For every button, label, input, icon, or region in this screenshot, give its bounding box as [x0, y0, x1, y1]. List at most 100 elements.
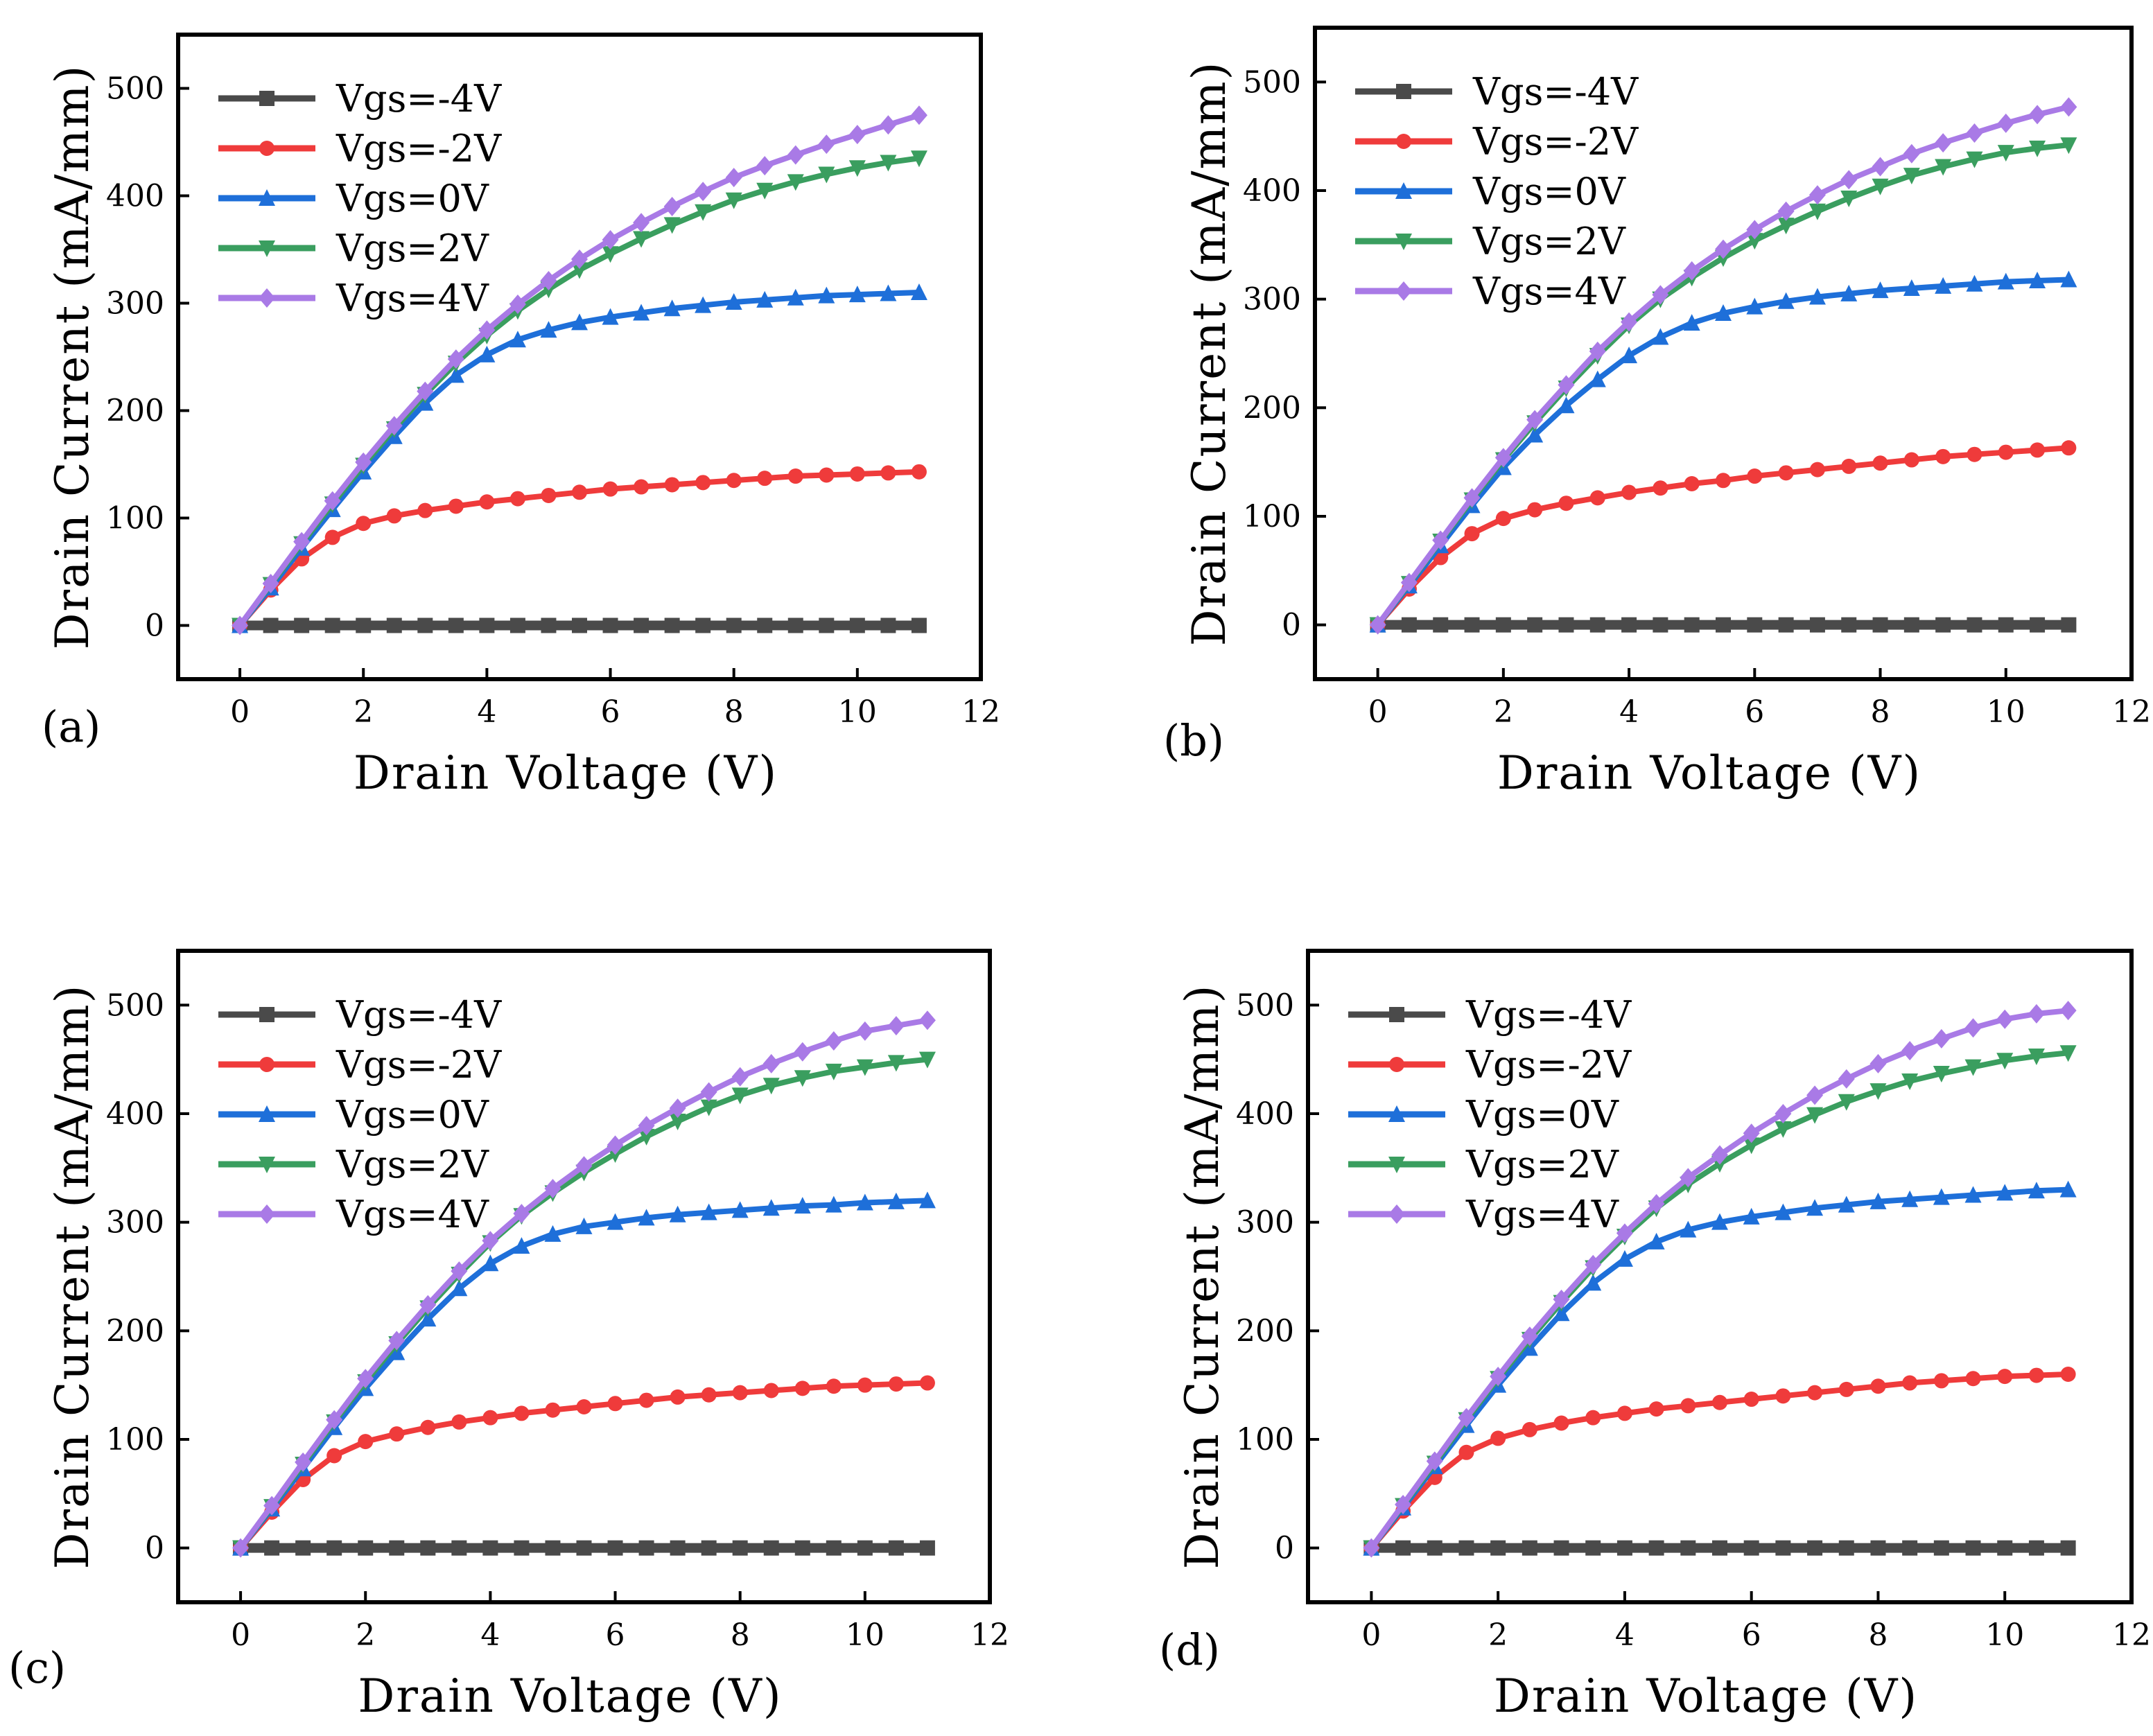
x-tick-label: 8	[731, 1617, 750, 1653]
data-point	[1806, 1085, 1824, 1105]
data-point	[1621, 312, 1638, 332]
data-point	[1903, 452, 1919, 468]
legend-marker	[1395, 234, 1412, 250]
legend-marker	[1388, 1204, 1405, 1224]
legend-marker	[259, 240, 275, 257]
data-point	[1775, 1121, 1792, 1138]
data-point	[1775, 1388, 1791, 1404]
legend-entry: Vgs=4V	[218, 1193, 489, 1236]
x-tick-label: 0	[1361, 1617, 1381, 1653]
data-point	[386, 617, 402, 633]
data-point	[388, 1331, 406, 1351]
data-point	[1840, 284, 1858, 301]
data-point	[1589, 370, 1606, 387]
x-axis-title: Drain Voltage (V)	[358, 1669, 782, 1723]
data-point	[1680, 1398, 1696, 1414]
chart-panel-1: 0 2 4 6 8 10 12 0 100 200 300 400 500 Drain Voltage (…	[42, 33, 1000, 800]
data-point	[1747, 468, 1763, 484]
x-tick-label: 12	[2112, 694, 2151, 730]
data-point	[540, 321, 557, 338]
x-tick-label: 0	[231, 1617, 250, 1653]
data-point	[1553, 1415, 1569, 1431]
data-point	[1966, 151, 1983, 168]
series-line	[1369, 1008, 2069, 1550]
data-point	[356, 516, 372, 532]
data-point	[1715, 304, 1732, 322]
data-point	[513, 1204, 530, 1224]
data-point	[386, 508, 402, 524]
legend-label: Vgs=2V	[335, 1143, 489, 1186]
series-Vgs=0V	[232, 283, 927, 633]
data-point	[664, 617, 680, 633]
y-tick-label: 100	[1243, 499, 1301, 534]
data-point	[232, 1538, 250, 1558]
legend-label: Vgs=4V	[1472, 270, 1626, 313]
data-point	[726, 617, 742, 633]
series-line	[1375, 277, 2069, 627]
data-point	[2029, 140, 2046, 157]
legend-marker	[1396, 84, 1411, 99]
data-point	[478, 320, 496, 340]
x-tick-label: 2	[356, 1617, 375, 1653]
data-point	[1464, 526, 1480, 542]
data-point	[482, 1231, 499, 1251]
data-point	[633, 304, 650, 321]
data-point	[1680, 1220, 1697, 1238]
data-point	[669, 1205, 686, 1222]
data-point	[1996, 1053, 2014, 1070]
data-point	[1585, 1410, 1601, 1426]
data-point	[1648, 1401, 1664, 1417]
series-line	[1375, 142, 2069, 627]
legend-entry: Vgs=-2V	[1355, 120, 1639, 164]
data-point	[725, 168, 742, 188]
data-point	[670, 1540, 686, 1556]
y-tick-label: 400	[106, 179, 164, 214]
data-point	[731, 1201, 749, 1218]
legend-label: Vgs=-2V	[1472, 120, 1639, 164]
legend-label: Vgs=0V	[1465, 1093, 1619, 1137]
data-point	[826, 1540, 842, 1556]
data-point	[1743, 1137, 1760, 1155]
data-point	[293, 532, 311, 552]
plot-frame	[176, 949, 992, 1604]
data-point	[1585, 1540, 1601, 1556]
legend-entry: Vgs=0V	[1348, 1093, 1619, 1137]
data-point	[1872, 157, 1889, 177]
data-point	[1746, 220, 1763, 240]
legend-label: Vgs=4V	[335, 1193, 489, 1236]
data-point	[2029, 105, 2046, 125]
data-point	[513, 1237, 530, 1254]
data-point	[857, 1377, 873, 1393]
data-point	[757, 471, 773, 486]
data-point	[756, 182, 774, 200]
data-point	[514, 1405, 530, 1421]
y-axis-title: Drain Current (mA/mm)	[46, 64, 99, 650]
data-point	[295, 1540, 311, 1556]
data-point	[1903, 168, 1920, 185]
data-point	[1933, 1028, 1950, 1049]
data-point	[355, 452, 372, 472]
data-point	[633, 231, 650, 248]
data-point	[1585, 1254, 1602, 1274]
x-tick-label: 2	[1494, 694, 1513, 730]
y-tick-label: 300	[106, 286, 164, 322]
data-point	[848, 286, 866, 303]
legend-marker	[1389, 1057, 1404, 1072]
data-point	[1589, 490, 1605, 506]
data-point	[732, 1385, 748, 1401]
data-point	[1838, 1540, 1854, 1556]
data-point	[576, 1399, 592, 1414]
plot-frame	[1306, 949, 2134, 1604]
data-point	[1648, 1540, 1664, 1556]
data-point	[700, 1099, 717, 1116]
data-point	[856, 1059, 873, 1076]
y-tick-label: 500	[106, 988, 164, 1023]
data-point	[358, 1434, 374, 1450]
data-point	[880, 465, 896, 481]
data-point	[787, 468, 803, 484]
data-point	[482, 1410, 498, 1426]
data-point	[602, 617, 618, 633]
y-tick-label: 0	[1275, 1531, 1294, 1566]
legend-marker	[259, 1105, 275, 1122]
data-point	[545, 1540, 561, 1556]
